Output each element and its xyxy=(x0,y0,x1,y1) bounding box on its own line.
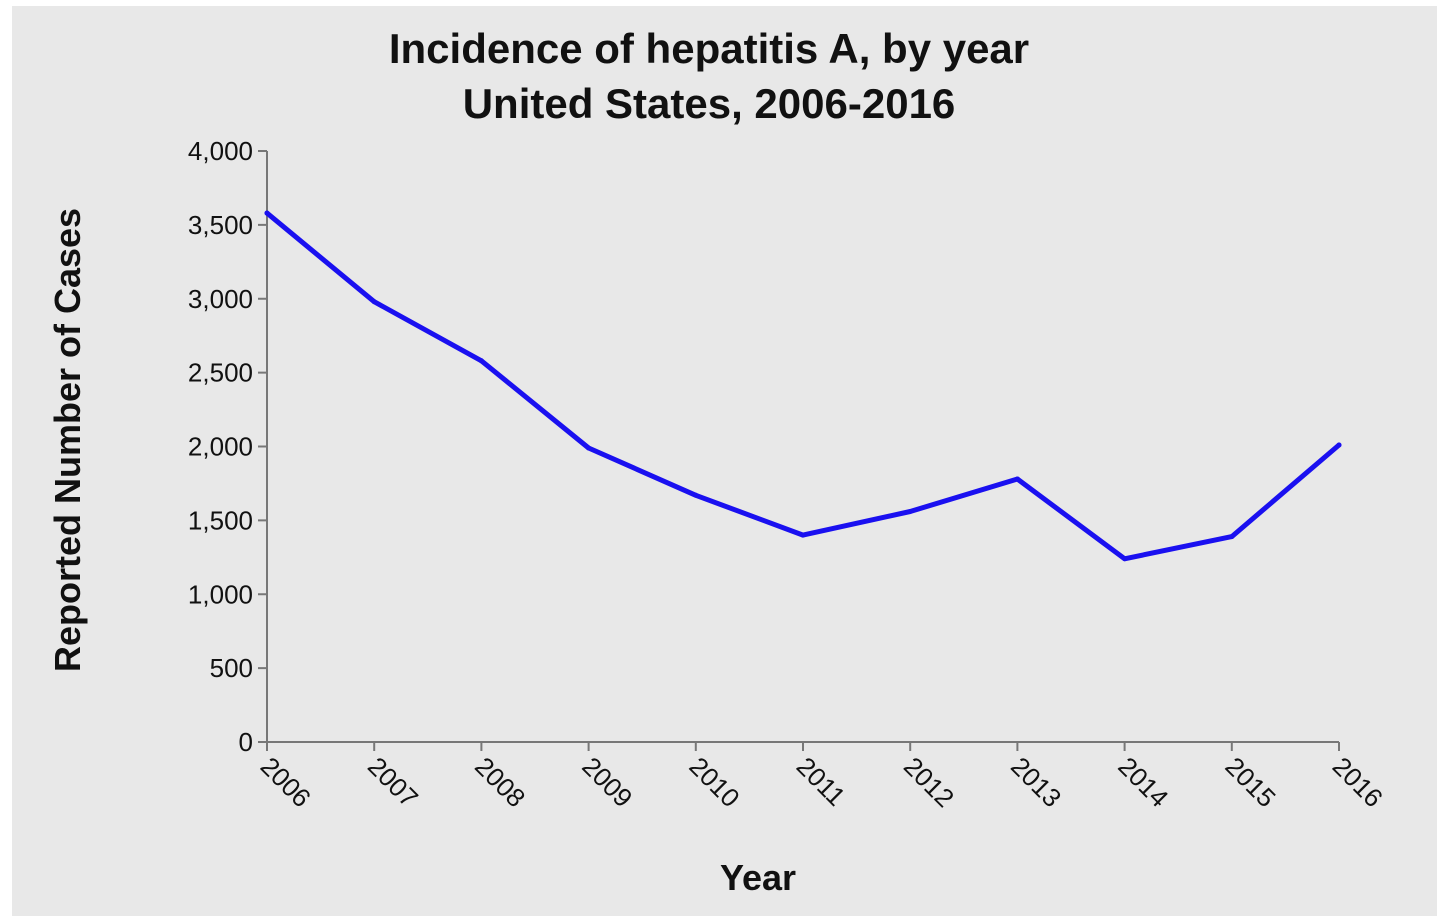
chart-title: Incidence of hepatitis A, by year xyxy=(389,25,1029,72)
y-tick-label: 1,500 xyxy=(188,505,253,535)
y-tick-label: 500 xyxy=(210,653,253,683)
x-tick-label: 2012 xyxy=(898,751,960,813)
x-tick-label: 2006 xyxy=(255,751,317,813)
axes: 0 500 1,000 1,500 2,000 2,500 3,000 3,500 4,000 2… xyxy=(188,136,1389,813)
data-point xyxy=(264,210,270,216)
line-chart: Incidence of hepatitis A, by year United… xyxy=(47,25,1389,898)
data-point xyxy=(800,532,806,538)
x-tick-label: 2016 xyxy=(1327,751,1389,813)
y-tick-label: 0 xyxy=(239,727,253,757)
x-tick-label: 2010 xyxy=(684,751,746,813)
y-axis-title: Reported Number of Cases xyxy=(47,208,88,672)
data-point xyxy=(693,492,699,498)
chart-panel: Incidence of hepatitis A, by year United… xyxy=(12,6,1437,916)
data-point xyxy=(1014,476,1020,482)
data-point xyxy=(586,445,592,451)
x-tick-label: 2013 xyxy=(1005,751,1067,813)
data-point xyxy=(1229,534,1235,540)
data-point xyxy=(1336,442,1342,448)
y-tick-label: 4,000 xyxy=(188,136,253,166)
x-tick-label: 2007 xyxy=(362,751,424,813)
x-tick-label: 2014 xyxy=(1112,751,1174,813)
y-tick-label: 3,500 xyxy=(188,210,253,240)
y-tick-label: 3,000 xyxy=(188,284,253,314)
data-point xyxy=(478,358,484,364)
y-tick-label: 2,500 xyxy=(188,358,253,388)
chart-subtitle: United States, 2006-2016 xyxy=(463,80,956,127)
x-tick-label: 2008 xyxy=(469,751,531,813)
data-point xyxy=(907,509,913,515)
data-point xyxy=(1122,556,1128,562)
y-tick-label: 1,000 xyxy=(188,579,253,609)
y-tick-label: 2,000 xyxy=(188,432,253,462)
cases-series-line xyxy=(264,210,1342,562)
x-tick-label: 2015 xyxy=(1220,751,1282,813)
x-tick-label: 2009 xyxy=(576,751,638,813)
data-point xyxy=(371,299,377,305)
series-layer xyxy=(264,210,1342,562)
x-tick-label: 2011 xyxy=(791,751,852,812)
x-axis-title: Year xyxy=(720,857,796,898)
